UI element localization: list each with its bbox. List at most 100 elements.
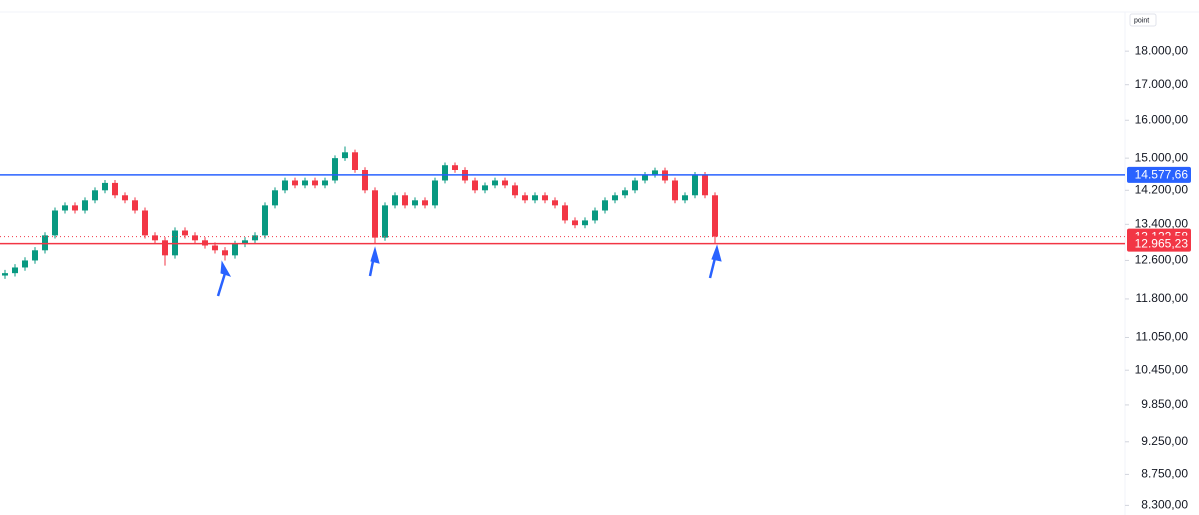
- y-axis: 18.000,00 17.000,00 16.000,00 15.000,00 14.2…: [1125, 43, 1189, 512]
- unit-badge: [1129, 13, 1157, 27]
- price-tag: [1127, 235, 1191, 252]
- candle-body: [82, 200, 88, 211]
- candle-body: [292, 180, 298, 186]
- candle-body: [552, 200, 558, 206]
- price-tag: [1127, 166, 1191, 183]
- candle-body: [702, 174, 708, 196]
- candle-body: [592, 210, 598, 221]
- candle-body: [512, 185, 518, 196]
- candle-body: [532, 195, 538, 201]
- unit-label: point: [1134, 17, 1149, 24]
- candle-body: [202, 240, 208, 246]
- arrows: [216, 244, 722, 297]
- candles: [2, 146, 718, 279]
- candle-body: [672, 180, 678, 201]
- candle-body: [562, 205, 568, 221]
- candle-body: [392, 195, 398, 206]
- candle-body: [262, 205, 268, 236]
- candle-body: [432, 180, 438, 206]
- candle-body: [112, 182, 118, 196]
- candle-body: [612, 195, 618, 201]
- candle-body: [322, 180, 328, 186]
- candle-body: [502, 180, 508, 186]
- candle-body: [102, 182, 108, 191]
- candle-body: [182, 230, 188, 236]
- candle-body: [52, 210, 58, 236]
- y-tick-label: 8.300,00: [1141, 498, 1188, 512]
- candle-body: [682, 195, 688, 201]
- candle-body: [92, 190, 98, 201]
- candle-body: [622, 190, 628, 196]
- candle-body: [212, 245, 218, 251]
- candle-body: [402, 195, 408, 206]
- candle-body: [272, 190, 278, 206]
- candle-body: [22, 260, 28, 268]
- candle-body: [572, 220, 578, 226]
- candle-body: [332, 158, 338, 181]
- y-tick-label: 17.000,00: [1135, 77, 1189, 91]
- y-tick-label: 16.000,00: [1135, 112, 1189, 126]
- candle-body: [482, 185, 488, 191]
- candle-body: [232, 243, 238, 256]
- arrow-head: [370, 246, 380, 264]
- candle-body: [352, 152, 358, 170]
- y-tick-label: 18.000,00: [1135, 43, 1189, 57]
- candle-body: [642, 174, 648, 181]
- y-tick-label: 11.800,00: [1136, 291, 1189, 305]
- candle-body: [342, 152, 348, 159]
- candle-body: [542, 195, 548, 201]
- candle-body: [162, 240, 168, 256]
- candle-body: [372, 190, 378, 238]
- candle-body: [72, 205, 78, 211]
- candle-body: [12, 267, 18, 274]
- price-tag-label: 12.965,23: [1135, 236, 1189, 250]
- candle-body: [152, 235, 158, 241]
- candle-body: [492, 180, 498, 186]
- candle-body: [412, 200, 418, 206]
- candle-body: [362, 169, 368, 191]
- candle-body: [302, 180, 308, 186]
- candle-body: [222, 250, 228, 256]
- y-tick-label: 11.050,00: [1136, 330, 1189, 344]
- arrow-head: [711, 244, 722, 262]
- candle-body: [172, 230, 178, 256]
- candle-body: [42, 235, 48, 251]
- candle-body: [62, 205, 68, 211]
- candle-body: [132, 200, 138, 211]
- price-lines: [0, 174, 1125, 245]
- candle-body: [652, 170, 658, 175]
- y-tick-label: 12.600,00: [1135, 253, 1189, 267]
- y-tick-label: 9.850,00: [1141, 397, 1188, 411]
- candle-body: [442, 165, 448, 181]
- price-tags: 14.577,6613.122,5812.965,23: [1127, 166, 1191, 252]
- candle-body: [522, 195, 528, 201]
- candle-body: [282, 180, 288, 191]
- y-tick-label: 14.200,00: [1135, 182, 1189, 196]
- y-tick-label: 15.000,00: [1135, 150, 1189, 164]
- candle-body: [632, 180, 638, 191]
- candle-body: [312, 180, 318, 186]
- candle-body: [142, 210, 148, 236]
- candle-body: [692, 174, 698, 196]
- candle-body: [712, 195, 718, 237]
- candle-body: [242, 240, 248, 244]
- y-tick-label: 8.750,00: [1141, 467, 1188, 481]
- candle-body: [382, 205, 388, 238]
- candle-body: [452, 165, 458, 170]
- y-tick-label: 10.450,00: [1135, 362, 1189, 376]
- candle-body: [32, 250, 38, 261]
- y-tick-label: 9.250,00: [1141, 434, 1188, 448]
- price-tag-label: 14.577,66: [1135, 168, 1189, 182]
- arrow-head: [220, 260, 232, 277]
- candle-body: [422, 200, 428, 206]
- candle-body: [192, 235, 198, 241]
- y-tick-label: 13.400,00: [1135, 216, 1189, 230]
- candle-body: [472, 180, 478, 191]
- candle-body: [2, 273, 8, 276]
- candle-body: [122, 195, 128, 201]
- candle-body: [582, 220, 588, 226]
- candle-body: [602, 200, 608, 211]
- candle-body: [252, 235, 258, 241]
